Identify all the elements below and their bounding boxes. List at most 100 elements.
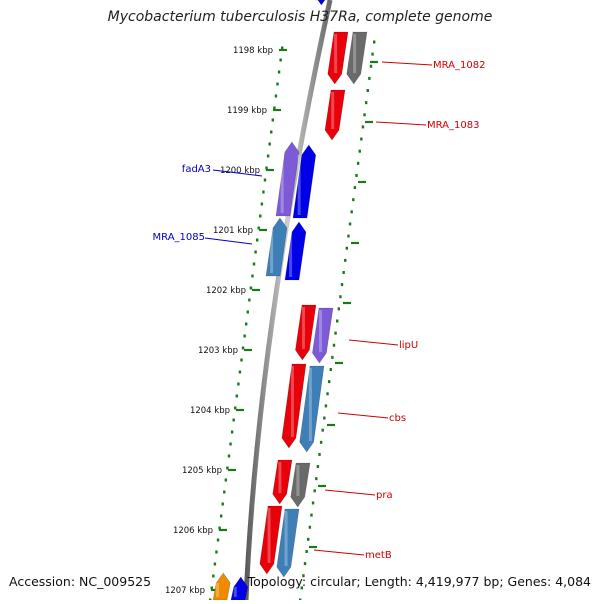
ring-dot xyxy=(276,82,279,86)
ring-dot xyxy=(266,154,270,158)
ring-dot xyxy=(340,283,344,287)
gene-arrow[interactable] xyxy=(272,459,293,505)
tick-label: 1202 kbp xyxy=(206,286,246,296)
gene-arrow[interactable] xyxy=(230,576,249,601)
ring-dot xyxy=(310,513,313,517)
label-leader-line xyxy=(204,237,253,245)
ring-dot xyxy=(347,234,350,238)
gene-label[interactable]: pra xyxy=(376,490,393,501)
ring-dot xyxy=(251,274,254,278)
label-leader-line xyxy=(381,61,433,66)
ring-dot xyxy=(227,454,231,458)
ring-dot xyxy=(337,307,341,311)
gene-label[interactable]: cbs xyxy=(389,413,406,424)
gene-arrow-highlight xyxy=(308,368,312,441)
tick-label: 1207 kbp xyxy=(165,586,205,596)
ring-dot xyxy=(241,346,245,350)
gene-label[interactable]: fadA3 xyxy=(182,164,211,175)
ring-dot xyxy=(373,40,376,44)
gene-label[interactable]: MRA_1083 xyxy=(427,120,479,131)
ring-dot xyxy=(324,404,328,408)
label-leader-line xyxy=(348,339,399,346)
ring-dot xyxy=(300,586,304,590)
ring-dot xyxy=(238,370,242,374)
ring-dot xyxy=(344,258,347,262)
gene-arrow-highlight xyxy=(270,228,274,273)
ring-dot xyxy=(255,238,259,242)
ring-dot xyxy=(259,214,262,218)
ring-dot xyxy=(332,343,336,347)
tick-label: 1198 kbp xyxy=(233,46,273,56)
gene-arrow-highlight xyxy=(290,366,294,437)
gene-label[interactable]: lipU xyxy=(399,340,418,351)
ring-dot xyxy=(268,142,271,146)
ring-dot xyxy=(240,358,243,362)
ring-dot xyxy=(223,490,226,494)
gene-arrow-highlight xyxy=(278,462,282,493)
gene-arrow-highlight xyxy=(319,310,323,352)
genome-backbone xyxy=(243,0,333,601)
ring-dot xyxy=(350,210,353,214)
gene-arrow-highlight xyxy=(353,34,357,73)
gene-arrow[interactable] xyxy=(314,0,330,6)
ring-dot xyxy=(252,262,256,266)
ring-dot xyxy=(273,106,276,110)
ring-dot xyxy=(303,562,307,566)
ring-dot xyxy=(265,166,268,170)
gene-arrow[interactable] xyxy=(327,31,349,85)
gene-arrow[interactable] xyxy=(276,508,300,578)
gene-arrow[interactable] xyxy=(312,307,334,364)
gene-arrow[interactable] xyxy=(265,217,288,277)
gene-arrow[interactable] xyxy=(275,141,300,217)
gene-arrow[interactable] xyxy=(346,31,368,85)
ring-dot xyxy=(307,537,310,541)
gene-arrow[interactable] xyxy=(212,572,231,601)
ring-dot xyxy=(364,101,368,105)
ring-dot xyxy=(213,562,217,566)
gene-arrow[interactable] xyxy=(290,462,311,508)
gene-arrow[interactable] xyxy=(324,89,346,141)
ring-dot xyxy=(321,428,324,432)
gene-label[interactable]: metB xyxy=(365,550,392,561)
gene-arrow-highlight xyxy=(331,92,335,129)
gene-label[interactable]: MRA_1082 xyxy=(433,60,485,71)
ring-dot xyxy=(271,118,275,122)
gene-arrow-highlight xyxy=(280,152,284,213)
tick-label: 1199 kbp xyxy=(227,106,267,116)
accession-text: Accession: NC_009525 xyxy=(9,574,152,589)
ring-dot xyxy=(308,525,312,529)
gene-label[interactable]: MRA_1085 xyxy=(153,232,205,243)
ring-dot xyxy=(355,173,358,177)
ring-dot xyxy=(356,161,360,165)
ring-dot xyxy=(334,331,337,335)
ring-dot xyxy=(232,418,235,422)
ring-dot xyxy=(318,452,321,456)
gene-arrow-highlight xyxy=(296,465,300,496)
gene-arrow[interactable] xyxy=(284,221,307,281)
ring-dot xyxy=(216,538,220,542)
ring-dot xyxy=(336,319,339,323)
ring-dot xyxy=(331,355,334,359)
gene-arrow-highlight xyxy=(297,155,301,215)
ring-dot xyxy=(363,113,366,117)
tick-label: 1205 kbp xyxy=(182,466,222,476)
gene-arrow[interactable] xyxy=(292,144,317,219)
ring-dot xyxy=(345,246,349,250)
label-leader-line xyxy=(324,489,376,496)
gene-arrow-highlight xyxy=(215,583,219,597)
ring-dot xyxy=(327,380,331,384)
ring-dot xyxy=(235,394,239,398)
ring-dot xyxy=(361,125,365,129)
ring-dot xyxy=(342,270,345,274)
gene-arrow[interactable] xyxy=(281,363,307,449)
gene-arrow[interactable] xyxy=(295,304,317,361)
ring-dot xyxy=(249,286,253,290)
gene-arrow-highlight xyxy=(302,307,306,349)
ring-dot xyxy=(323,416,326,420)
gene-arrow-highlight xyxy=(267,508,271,563)
gene-arrow[interactable] xyxy=(299,365,325,453)
ring-dot xyxy=(311,501,315,505)
gene-arrow[interactable] xyxy=(259,505,283,575)
ring-dot xyxy=(319,440,323,444)
ring-dot xyxy=(368,76,371,80)
